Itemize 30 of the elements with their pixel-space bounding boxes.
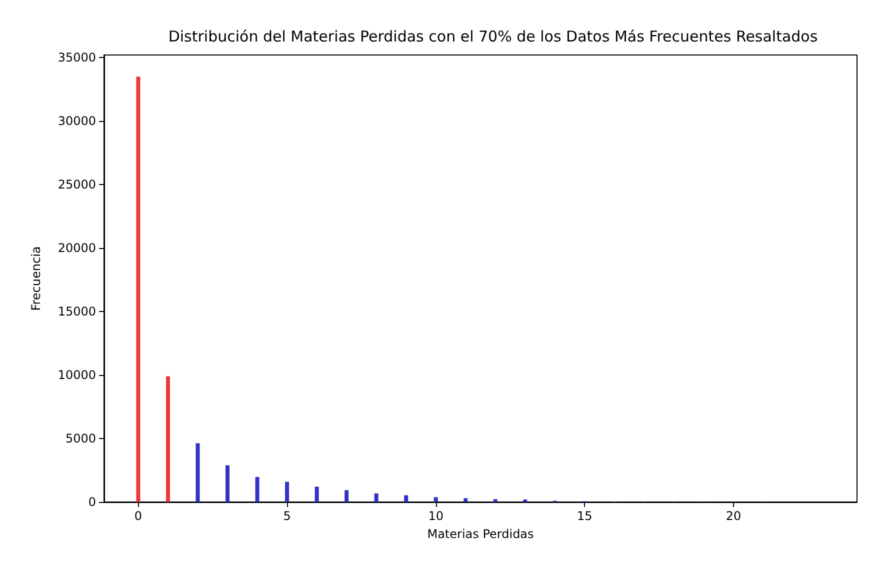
bar [434,497,438,502]
y-tick-label: 35000 [58,50,96,65]
x-tick-label: 20 [726,509,742,523]
y-tick-label: 25000 [58,178,96,192]
y-tick-label: 15000 [58,304,96,319]
bar [285,482,290,502]
bar [166,376,170,502]
bar [464,498,468,502]
x-axis-title: Materias Perdidas [427,527,534,541]
y-tick-label: 10000 [58,368,96,382]
y-tick-label: 20000 [58,241,96,256]
chart-title: Distribución del Materias Perdidas con el 70% de los Datos Más Frecuentes Resaltados [168,28,818,46]
x-tick-label: 10 [428,509,444,523]
bar [374,493,378,502]
bar [136,76,140,502]
y-axis-title: Frecuencia [29,246,43,311]
bar [493,499,498,502]
x-tick-label: 0 [134,509,142,523]
bar [196,443,200,502]
bar [344,490,349,502]
bar [404,495,408,502]
x-tick-label: 15 [577,509,592,523]
bar [523,499,528,502]
x-tick-label: 5 [283,509,291,523]
bar [314,486,319,502]
y-tick-label: 0 [88,495,96,509]
bar [226,465,230,502]
y-tick-label: 30000 [58,114,96,128]
bar [255,476,260,502]
y-tick-label: 5000 [65,432,96,446]
